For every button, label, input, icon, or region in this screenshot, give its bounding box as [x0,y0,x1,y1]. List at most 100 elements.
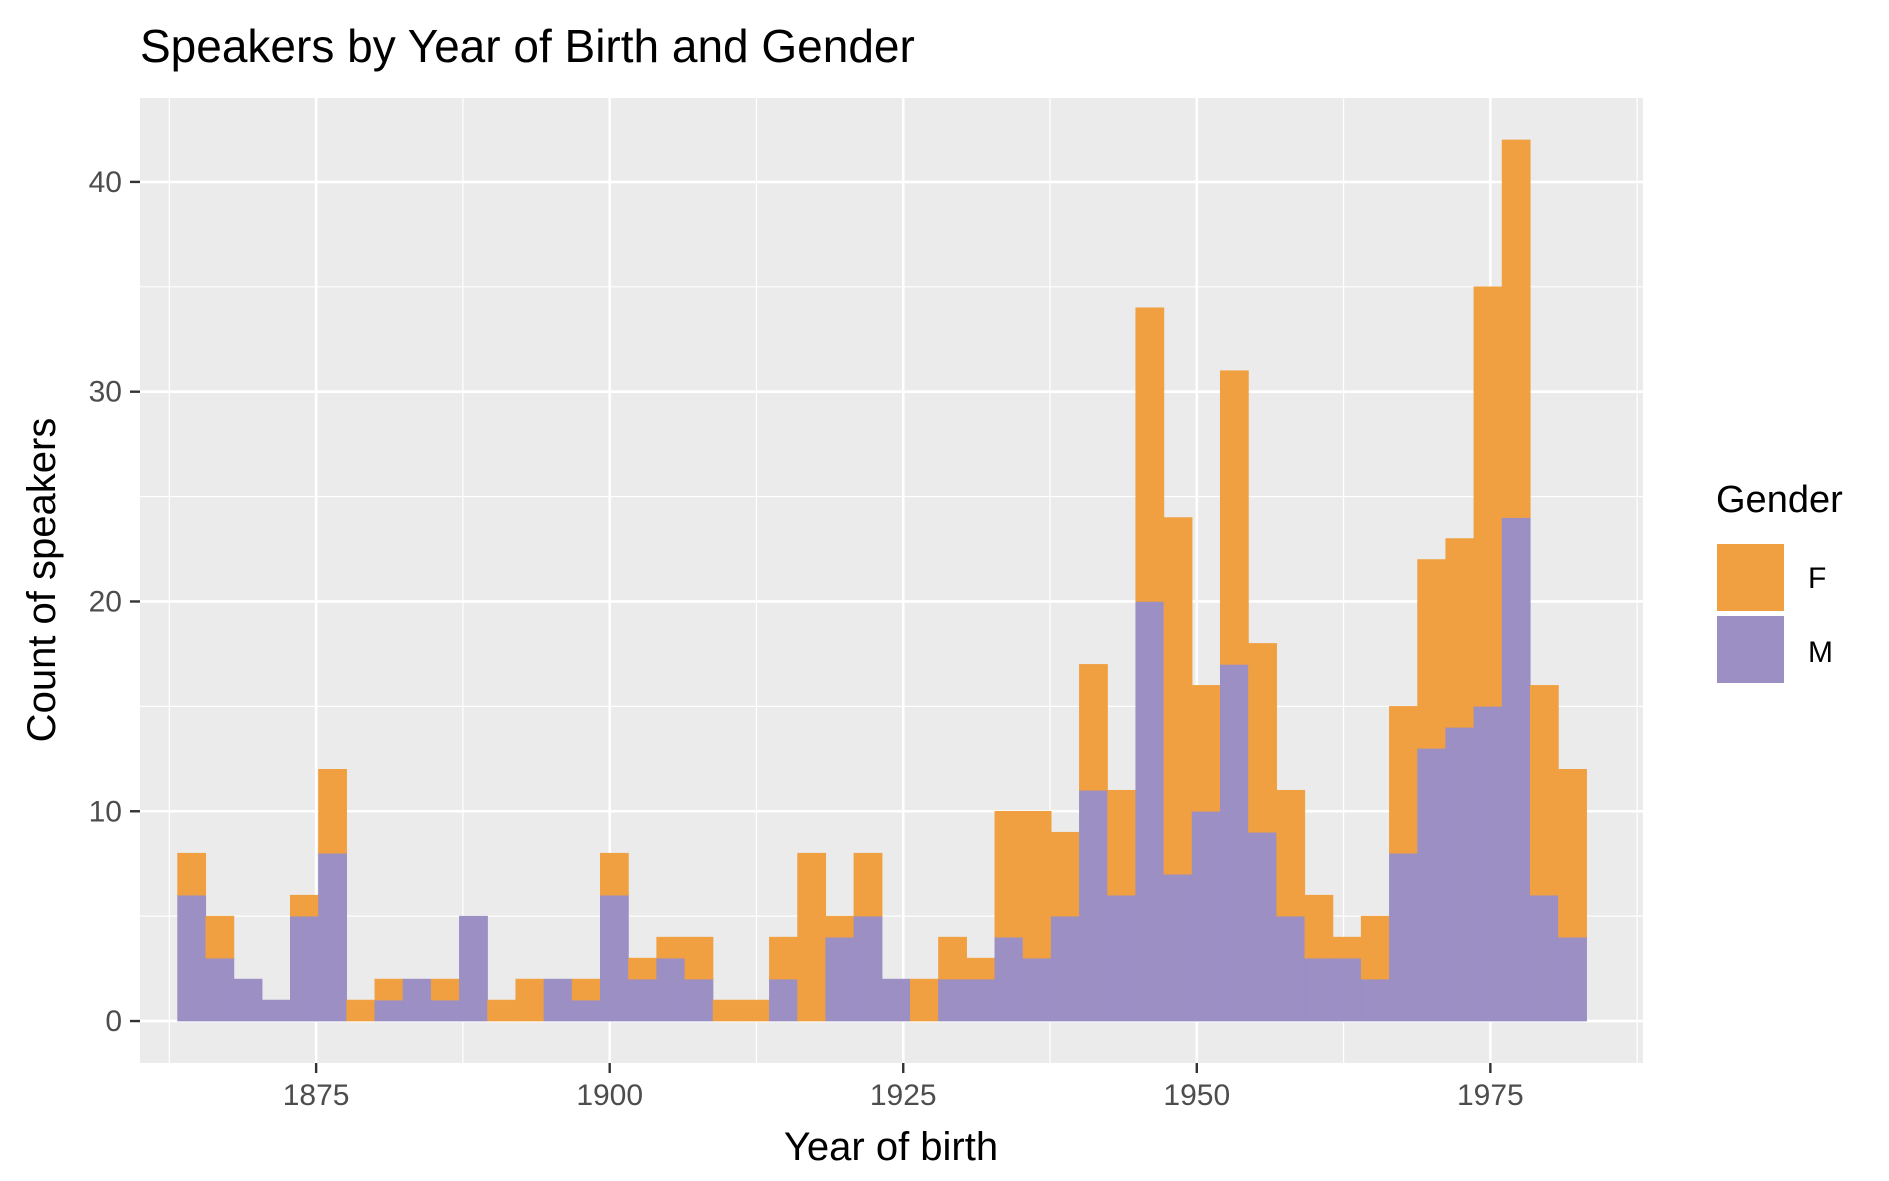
bar-f-24 [853,852,883,917]
bar-f-17 [656,936,686,959]
y-axis: 0 10 20 30 40 [89,166,140,1038]
bar-m-49 [1558,936,1587,1022]
bar-f-14 [571,978,601,1001]
bar-m-34 [1135,601,1165,1022]
bar-m-5 [318,852,347,1022]
chart-title: Speakers by Year of Birth and Gender [140,20,915,72]
bar-f-5 [318,769,347,854]
bar-m-48 [1529,894,1559,1022]
bar-f-16 [628,957,657,980]
bar-m-13 [543,978,573,1022]
bar-m-38 [1248,831,1277,1022]
bar-f-35 [1163,517,1193,875]
x-tick-label: 1950 [1163,1079,1230,1112]
x-tick-label: 1925 [870,1079,937,1112]
bar-f-18 [684,936,714,980]
bar-m-40 [1304,957,1334,1022]
bar-m-7 [374,999,404,1022]
bar-m-46 [1473,706,1503,1022]
bar-f-22 [797,852,827,1022]
bar-f-45 [1445,538,1475,728]
bar-f-1 [205,915,235,959]
histogram-bars [177,139,1587,1022]
bar-m-1 [205,957,235,1022]
bar-f-15 [599,852,629,896]
x-tick-label: 1900 [576,1079,643,1112]
bar-f-43 [1389,706,1418,854]
bar-f-46 [1473,286,1503,707]
bar-m-9 [430,999,460,1022]
bar-m-43 [1389,852,1418,1022]
bar-m-23 [825,936,855,1022]
bar-m-30 [1022,957,1052,1022]
bar-m-16 [628,978,657,1022]
bar-f-40 [1304,894,1334,959]
bar-f-21 [769,936,798,980]
bar-f-36 [1191,685,1221,812]
bar-m-18 [684,978,714,1022]
x-axis: 1875 1900 1925 1950 1975 [283,1063,1524,1112]
bar-m-2 [233,978,263,1022]
bar-m-29 [994,936,1024,1022]
bar-m-39 [1276,915,1306,1022]
bar-m-42 [1360,978,1390,1022]
bar-m-21 [769,978,798,1022]
bar-f-11 [487,999,517,1022]
bar-m-27 [938,978,967,1022]
x-axis-title: Year of birth [784,1125,998,1169]
bar-m-32 [1079,789,1108,1022]
y-tick-label: 0 [105,1005,122,1038]
bar-m-41 [1332,957,1362,1022]
bar-f-19 [712,999,742,1022]
bar-f-31 [1050,831,1080,917]
bar-f-47 [1501,139,1531,518]
bar-m-25 [881,978,911,1022]
bar-f-29 [994,810,1024,938]
bar-m-3 [261,999,291,1022]
y-tick-label: 40 [89,166,122,199]
bar-f-30 [1022,810,1052,959]
y-tick-label: 10 [89,795,122,828]
bar-m-15 [599,894,629,1022]
bar-f-34 [1135,307,1165,602]
bar-f-44 [1417,559,1447,749]
bar-f-20 [740,999,770,1022]
bar-f-23 [825,915,855,938]
y-tick-label: 20 [89,585,122,618]
bar-m-24 [853,915,883,1022]
bar-f-12 [515,978,545,1022]
bar-m-36 [1191,810,1221,1022]
y-axis-title: Count of speakers [20,418,64,743]
bar-f-39 [1276,789,1306,917]
legend-label-f: F [1808,562,1826,595]
bar-f-48 [1529,685,1559,896]
bar-m-37 [1219,664,1249,1022]
bar-m-4 [289,915,319,1022]
bar-f-28 [966,957,996,980]
legend-label-m: M [1808,636,1833,669]
bar-f-4 [289,894,319,917]
bar-m-44 [1417,748,1447,1022]
legend: Gender F M [1715,479,1843,685]
bar-f-27 [938,936,967,980]
bar-f-9 [430,978,460,1001]
x-tick-label: 1975 [1457,1079,1524,1112]
legend-key-m [1715,614,1786,685]
bar-m-45 [1445,727,1475,1022]
bar-m-35 [1163,873,1193,1022]
bar-m-17 [656,957,686,1022]
bar-m-10 [459,915,488,1022]
bar-f-33 [1107,789,1137,896]
bar-f-6 [346,999,376,1022]
bar-m-28 [966,978,996,1022]
bar-f-37 [1219,370,1249,665]
bar-m-31 [1050,915,1080,1022]
bar-m-47 [1501,517,1531,1022]
bar-f-41 [1332,936,1362,959]
x-tick-label: 1875 [283,1079,350,1112]
y-tick-label: 30 [89,376,122,409]
bar-f-0 [177,852,207,896]
bar-f-38 [1248,643,1277,833]
bar-m-0 [177,894,207,1022]
